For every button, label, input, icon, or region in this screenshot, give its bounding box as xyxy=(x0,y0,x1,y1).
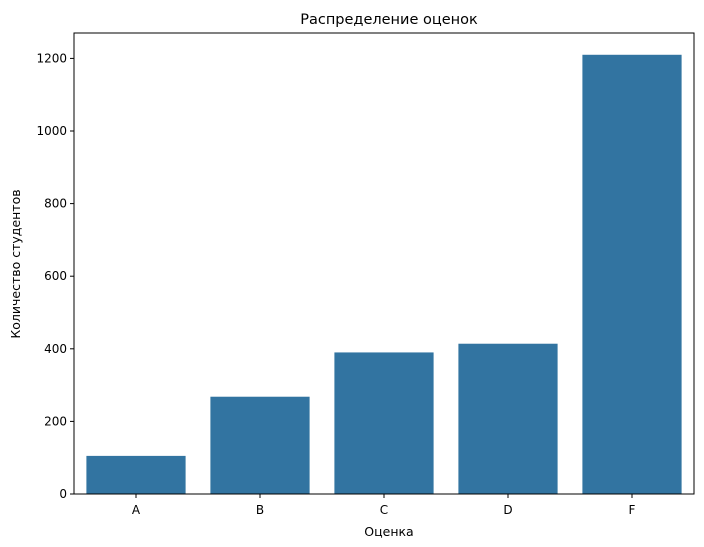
y-tick-label-1000: 1000 xyxy=(36,124,67,138)
x-tick-label-A: A xyxy=(132,503,141,517)
x-tick-label-D: D xyxy=(503,503,512,517)
y-axis-label: Количество студентов xyxy=(8,189,23,338)
y-tick-label-200: 200 xyxy=(44,414,67,428)
y-axis: 0 200 400 600 800 1000 1200 xyxy=(36,51,74,501)
y-tick-label-0: 0 xyxy=(59,487,67,501)
bar-A xyxy=(86,455,186,494)
chart-title: Распределение оценок xyxy=(300,12,478,28)
bar-B xyxy=(210,396,310,494)
plot-frame xyxy=(73,32,695,495)
y-tick-label-1200: 1200 xyxy=(36,51,67,65)
x-tick-label-F: F xyxy=(629,503,636,517)
y-tick-label-600: 600 xyxy=(44,269,67,283)
bar-D xyxy=(458,343,558,494)
x-tick-label-C: C xyxy=(380,503,388,517)
y-tick-label-800: 800 xyxy=(44,197,67,211)
bar-F xyxy=(582,54,682,494)
y-tick-label-400: 400 xyxy=(44,342,67,356)
x-axis-label: Оценка xyxy=(364,524,413,539)
bar-C xyxy=(334,352,434,494)
x-tick-label-B: B xyxy=(256,503,264,517)
bars-group xyxy=(86,54,682,494)
